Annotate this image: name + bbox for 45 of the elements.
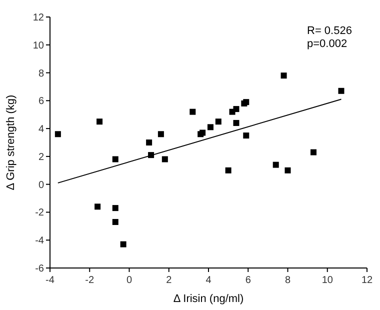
point <box>272 162 279 168</box>
x-tick-label: 0 <box>126 275 132 286</box>
point <box>96 118 103 125</box>
point <box>338 88 344 94</box>
point <box>54 131 61 138</box>
point <box>120 241 126 248</box>
annotation: p=0.002 <box>307 38 348 50</box>
x-axis-title: Δ Irisin (ng/ml) <box>173 293 244 305</box>
point <box>94 204 101 210</box>
point <box>112 205 118 212</box>
x-tick-label: 6 <box>245 275 252 286</box>
y-tick-label: 6 <box>38 96 44 108</box>
x-tick-label: -2 <box>85 275 94 286</box>
y-tick-label: 0 <box>38 180 44 191</box>
point <box>112 156 118 162</box>
x-tick-label: 8 <box>284 275 291 286</box>
x-tick-label: 2 <box>166 275 172 286</box>
y-tick-label: 4 <box>38 124 44 136</box>
point <box>215 118 222 125</box>
point <box>190 108 196 115</box>
point <box>146 140 152 146</box>
point <box>233 106 240 112</box>
y-tick-label: 12 <box>32 12 44 24</box>
point <box>158 131 164 138</box>
point <box>243 132 250 139</box>
point <box>207 124 214 130</box>
y-tick-label: -4 <box>35 236 44 247</box>
point <box>280 72 287 79</box>
y-tick-label: 2 <box>38 152 44 163</box>
y-tick-label: 8 <box>38 68 44 80</box>
x-tick-label: 10 <box>322 275 334 286</box>
y-tick-label: -6 <box>35 264 44 274</box>
point <box>310 149 317 156</box>
point <box>225 167 232 174</box>
annotation: R= 0.526 <box>307 25 352 37</box>
point <box>284 167 291 174</box>
y-tick-label: 10 <box>32 40 44 52</box>
point <box>112 218 118 225</box>
y-tick-label: -2 <box>35 208 44 219</box>
x-tick-label: 4 <box>206 275 212 286</box>
x-tick-label: 12 <box>361 275 373 286</box>
x-tick-label: -4 <box>46 275 55 286</box>
point <box>233 120 240 126</box>
point <box>162 156 168 162</box>
y-axis-title: Δ Grip strength (kg) <box>5 94 17 190</box>
